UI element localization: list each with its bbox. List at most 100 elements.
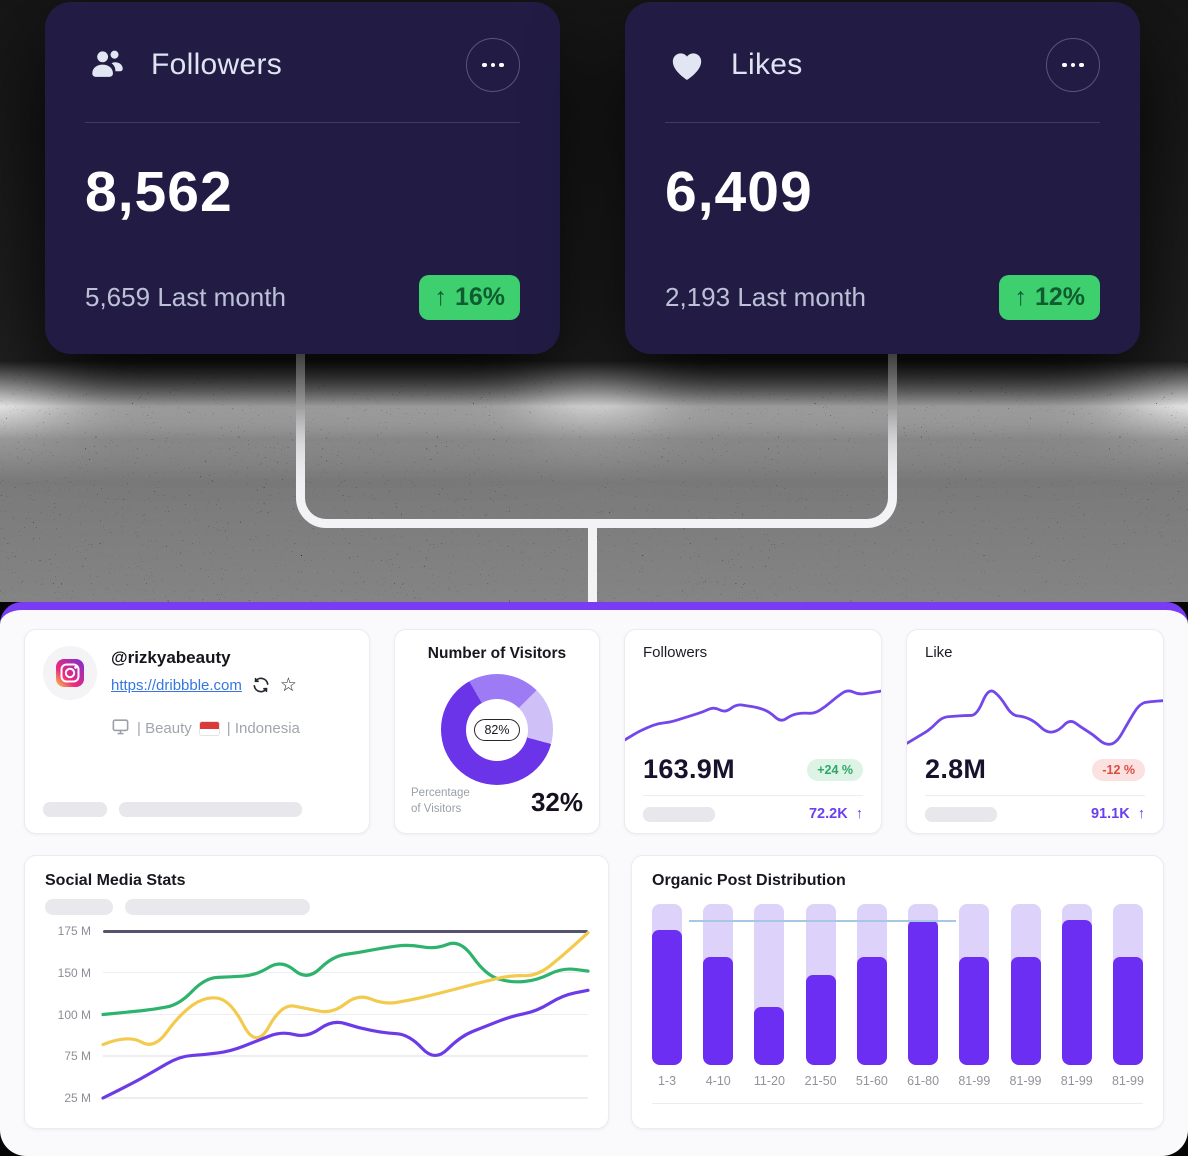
gridline (103, 1013, 588, 1015)
bar-column (856, 904, 887, 1065)
gridline (103, 971, 588, 974)
mini-card-title: Like (925, 644, 953, 661)
more-options-button[interactable] (466, 38, 520, 92)
monitor-icon (111, 717, 130, 740)
profile-category: | Beauty (137, 720, 192, 737)
connector-stem (588, 520, 597, 604)
bar-label: 21-50 (804, 1074, 837, 1088)
mini-likes-value: 2.8M (925, 754, 987, 784)
social-media-stats-card: Social Media Stats 175 M 150 M 100 M 75 M 25… (24, 855, 609, 1129)
bar-label: 81-99 (1111, 1074, 1144, 1088)
profile-handle: @rizkyabeauty (111, 648, 231, 667)
star-icon[interactable]: ☆ (279, 674, 297, 696)
bar-column (908, 904, 939, 1065)
bar-fill (908, 920, 939, 1065)
likes-stat-card: Likes 6,409 2,193 Last month ↑ 12% (625, 2, 1140, 354)
bar-track (652, 904, 682, 1065)
likes-count: 6,409 (665, 160, 813, 224)
up-arrow-icon: ↑ (1137, 806, 1145, 822)
social-stats-chart: 175 M 150 M 100 M 75 M 25 M (45, 924, 588, 1105)
profile-link[interactable]: https://dribbble.com (111, 676, 242, 694)
instagram-avatar (43, 646, 97, 700)
repost-icon[interactable] (251, 675, 271, 695)
bar-label: 51-60 (855, 1074, 888, 1088)
bar-track (1112, 904, 1143, 1065)
bar-column (1112, 904, 1143, 1065)
followers-count: 8,562 (85, 160, 233, 224)
gridline (103, 930, 588, 933)
bar-label: 81-99 (958, 1074, 991, 1088)
divider (643, 795, 863, 796)
mini-footer-value: 72.2K ↑ (808, 806, 863, 822)
organic-title: Organic Post Distribution (652, 872, 846, 889)
followers-stat-card: Followers 8,562 5,659 Last month ↑ 16% (45, 2, 560, 354)
more-options-button[interactable] (1046, 38, 1100, 92)
up-arrow-icon: ↑ (1014, 283, 1027, 311)
bar-label: 1-3 (657, 1074, 677, 1088)
bar-track (959, 904, 990, 1065)
likes-sparkline (907, 665, 1163, 752)
series-line-purple (103, 990, 588, 1098)
bar-fill (805, 974, 836, 1065)
bar-fill (1061, 920, 1092, 1065)
bar-column (805, 904, 836, 1065)
growth-badge: ↑ 12% (999, 275, 1100, 320)
bar-fill (856, 957, 887, 1065)
bar-fill (1010, 957, 1041, 1065)
connector-bracket (296, 348, 897, 528)
mini-likes-card: Like 2.8M -12 % 91.1K ↑ (906, 629, 1164, 834)
stat-card-title: Likes (731, 48, 803, 81)
visitors-card: Number of Visitors 82% Percentage of Vis… (394, 629, 600, 834)
bar-fill (652, 929, 682, 1065)
social-stats-title: Social Media Stats (45, 872, 186, 889)
bar-label: 11-20 (753, 1074, 785, 1088)
y-axis-label: 25 M (64, 1091, 91, 1105)
change-badge: -12 % (1092, 758, 1145, 781)
bar-fill (703, 957, 734, 1065)
bar-track (1010, 904, 1041, 1065)
y-axis-label: 100 M (57, 1007, 91, 1022)
profile-country: | Indonesia (226, 720, 300, 737)
bar-label: 81-99 (1060, 1074, 1093, 1088)
bar-column (754, 904, 785, 1065)
followers-sparkline (625, 665, 881, 752)
bar-track (703, 904, 734, 1065)
series-line-yellow (103, 933, 588, 1045)
users-icon (85, 43, 129, 87)
profile-card: @rizkyabeauty https://dribbble.com ☆ (24, 629, 370, 834)
heart-icon (665, 43, 709, 87)
instagram-icon (56, 659, 84, 687)
bar-track (856, 904, 887, 1065)
mini-followers-value: 163.9M (643, 754, 735, 784)
mini-card-title: Followers (643, 644, 708, 661)
y-axis-label: 175 M (57, 924, 91, 938)
bar-track (1061, 904, 1092, 1065)
bar-fill (754, 1007, 785, 1065)
bar-column (959, 904, 990, 1065)
divider (665, 122, 1100, 123)
gridline (103, 1097, 588, 1099)
divider (925, 795, 1145, 796)
y-axis-label: 75 M (64, 1049, 91, 1064)
donut-center-value: 82% (474, 719, 520, 741)
divider (652, 1103, 1143, 1104)
bar-fill (959, 957, 990, 1065)
change-badge: +24 % (807, 758, 863, 781)
threshold-line (688, 920, 957, 922)
last-month-text: 2,193 Last month (665, 282, 866, 312)
bar-label: 81-99 (1009, 1074, 1042, 1088)
organic-bar-chart (652, 904, 1143, 1065)
last-month-text: 5,659 Last month (85, 282, 286, 312)
up-arrow-icon: ↑ (434, 283, 447, 311)
bar-column (652, 904, 682, 1065)
visitors-percentage: 32% (530, 787, 583, 817)
growth-badge: ↑ 16% (419, 275, 520, 320)
stat-card-title: Followers (151, 48, 283, 81)
donut-hole: 82% (466, 699, 528, 761)
visitors-donut-chart: 82% (441, 674, 553, 785)
hero-section: Followers 8,562 5,659 Last month ↑ 16% Li… (0, 0, 1188, 604)
mini-footer-value: 91.1K ↑ (1090, 806, 1145, 822)
mini-followers-card: Followers 163.9M +24 % 72.2K ↑ (624, 629, 882, 834)
bar-column (703, 904, 734, 1065)
divider (85, 122, 520, 123)
